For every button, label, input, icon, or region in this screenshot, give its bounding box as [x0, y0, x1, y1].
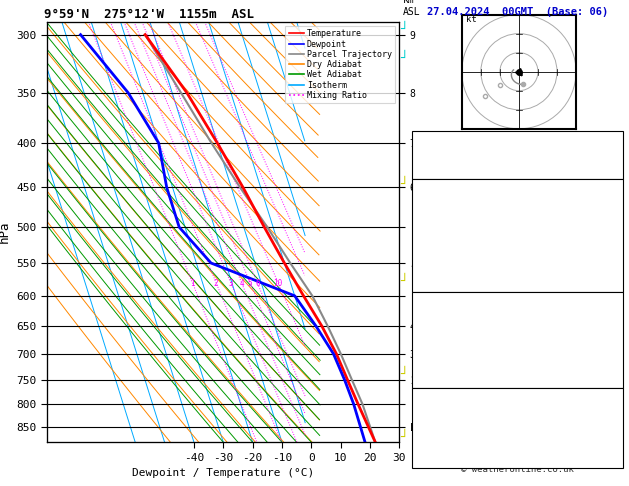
Text: ┘: ┘	[400, 178, 408, 191]
Text: SREH: SREH	[417, 420, 440, 430]
Text: 426: 426	[602, 356, 620, 365]
Text: 11°: 11°	[602, 436, 620, 446]
Y-axis label: Mixing Ratio (g/kg): Mixing Ratio (g/kg)	[431, 176, 442, 288]
Text: Temp (°C): Temp (°C)	[417, 195, 470, 205]
Text: 885: 885	[602, 308, 620, 317]
Text: 350: 350	[602, 227, 620, 237]
Text: kt: kt	[465, 15, 476, 24]
Text: ┘: ┘	[400, 431, 408, 444]
Text: -1: -1	[608, 243, 620, 253]
Y-axis label: hPa: hPa	[0, 221, 11, 243]
Text: 18.3: 18.3	[596, 211, 620, 221]
Text: Most Unstable: Most Unstable	[479, 292, 555, 301]
Text: 5: 5	[248, 278, 252, 288]
Text: 4: 4	[240, 278, 244, 288]
Text: CAPE (J): CAPE (J)	[417, 356, 464, 365]
Text: θε(K): θε(K)	[417, 227, 447, 237]
X-axis label: Dewpoint / Temperature (°C): Dewpoint / Temperature (°C)	[132, 468, 314, 478]
Text: ┘: ┘	[400, 52, 408, 65]
Text: K: K	[417, 131, 423, 141]
Legend: Temperature, Dewpoint, Parcel Trajectory, Dry Adiabat, Wet Adiabat, Isotherm, Mi: Temperature, Dewpoint, Parcel Trajectory…	[285, 26, 395, 103]
Text: 0: 0	[614, 276, 620, 285]
Text: 43: 43	[608, 147, 620, 157]
Text: Dewp (°C): Dewp (°C)	[417, 211, 470, 221]
Text: © weatheronline.co.uk: © weatheronline.co.uk	[461, 465, 574, 474]
Text: ┘: ┘	[400, 23, 408, 35]
Text: Surface: Surface	[497, 179, 538, 189]
Text: 9°59'N  275°12'W  1155m  ASL: 9°59'N 275°12'W 1155m ASL	[43, 8, 253, 21]
Text: -1: -1	[608, 340, 620, 349]
Text: 27.04.2024  00GMT  (Base: 06): 27.04.2024 00GMT (Base: 06)	[426, 7, 608, 17]
Text: PW (cm): PW (cm)	[417, 163, 458, 173]
Text: θε (K): θε (K)	[417, 324, 452, 333]
Text: 1: 1	[614, 404, 620, 414]
Text: 10: 10	[274, 278, 283, 288]
Text: 3: 3	[228, 278, 233, 288]
Text: Pressure (mb): Pressure (mb)	[417, 308, 493, 317]
Text: StmDir: StmDir	[417, 436, 452, 446]
Text: Hodograph: Hodograph	[491, 388, 544, 398]
Text: ┘: ┘	[400, 276, 408, 288]
Text: CAPE (J): CAPE (J)	[417, 260, 464, 269]
Text: 39: 39	[608, 131, 620, 141]
Text: 3.51: 3.51	[596, 163, 620, 173]
Text: CIN (J): CIN (J)	[417, 372, 458, 382]
Text: Lifted Index: Lifted Index	[417, 243, 487, 253]
Text: 350: 350	[602, 324, 620, 333]
Text: ┘: ┘	[400, 368, 408, 381]
Text: Totals Totals: Totals Totals	[417, 147, 493, 157]
Text: CIN (J): CIN (J)	[417, 276, 458, 285]
Text: 6: 6	[255, 278, 260, 288]
Text: EH: EH	[417, 404, 429, 414]
Text: 426: 426	[602, 260, 620, 269]
Text: 1: 1	[190, 278, 195, 288]
Text: km
ASL: km ASL	[403, 0, 420, 17]
Text: 0: 0	[614, 372, 620, 382]
Text: Lifted Index: Lifted Index	[417, 340, 487, 349]
Text: 4: 4	[614, 452, 620, 462]
Text: StmSpd (kt): StmSpd (kt)	[417, 452, 482, 462]
Text: 21.8: 21.8	[596, 195, 620, 205]
Text: 1: 1	[614, 420, 620, 430]
Text: 2: 2	[214, 278, 218, 288]
